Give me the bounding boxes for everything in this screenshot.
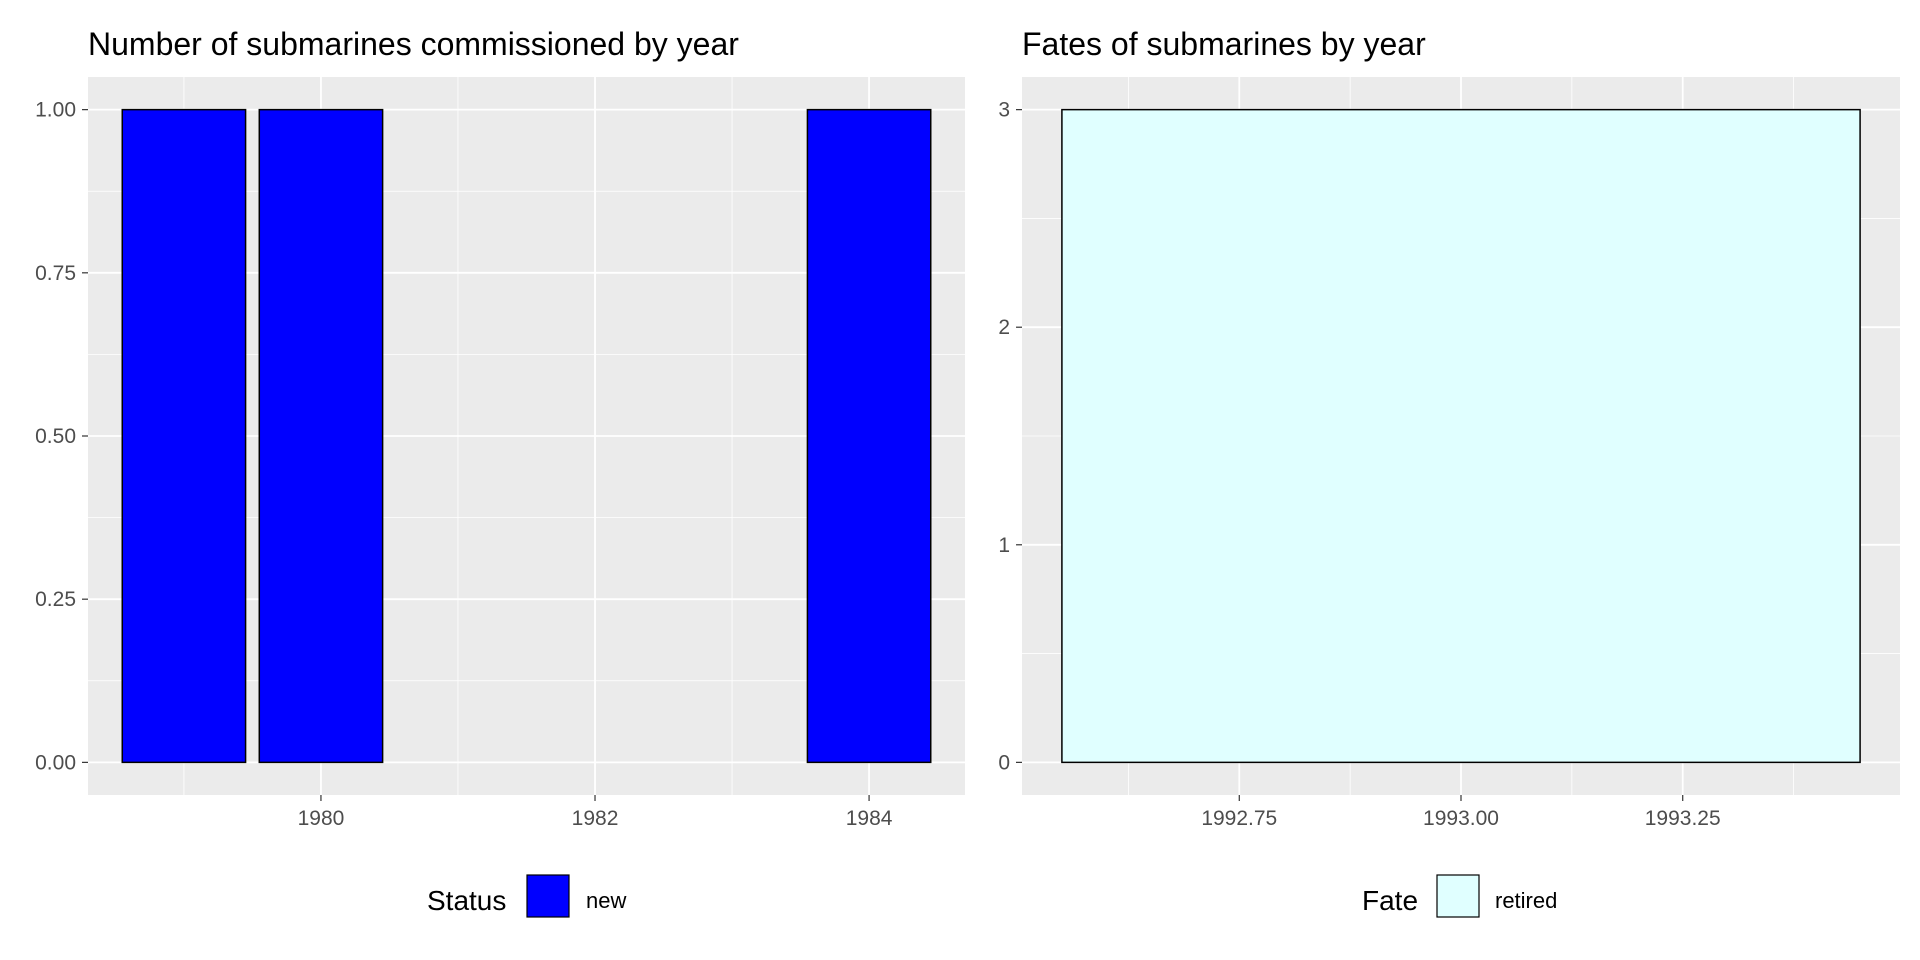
plot-area: 0.00 0.25 0.50 0.75 1.00 1980 1982 1984 — [35, 77, 965, 830]
legend-label: new — [586, 888, 626, 913]
y-tick-label: 1.00 — [35, 99, 76, 122]
legend-label: retired — [1495, 888, 1557, 913]
x-tick-label: 1982 — [572, 807, 619, 830]
status-legend: Status new — [427, 874, 626, 918]
y-tick-label: 3 — [998, 99, 1010, 122]
plot-area: 0 1 2 3 1992.75 1993.00 1993.25 — [998, 77, 1900, 830]
chart-title: Fates of submarines by year — [1022, 26, 1426, 62]
y-tick-label: 0.25 — [35, 588, 76, 611]
fates-chart: 0 1 2 3 1992.75 1993.00 1993.25 Fates of subma… — [998, 26, 1900, 918]
bar — [258, 108, 384, 764]
y-tick-label: 0 — [998, 751, 1010, 774]
legend-title: Fate — [1362, 885, 1418, 916]
x-tick-label: 1980 — [298, 807, 345, 830]
legend-key-new — [526, 874, 570, 918]
bar — [1061, 108, 1861, 764]
x-tick-label: 1992.75 — [1201, 807, 1277, 830]
legend-title: Status — [427, 885, 506, 916]
x-tick-label: 1993.25 — [1645, 807, 1721, 830]
y-tick-label: 0.00 — [35, 751, 76, 774]
bar — [806, 108, 932, 764]
x-tick-label: 1993.00 — [1423, 807, 1499, 830]
y-tick-label: 1 — [998, 534, 1010, 557]
bar — [121, 108, 247, 764]
x-tick-label: 1984 — [846, 807, 893, 830]
legend-key-retired — [1436, 874, 1480, 918]
fate-legend: Fate retired — [1362, 874, 1557, 918]
y-tick-label: 0.75 — [35, 262, 76, 285]
commissioned-chart: 0.00 0.25 0.50 0.75 1.00 1980 1982 1984 Number … — [35, 26, 965, 918]
y-tick-label: 0.50 — [35, 425, 76, 448]
y-tick-label: 2 — [998, 316, 1010, 339]
chart-title: Number of submarines commissioned by yea… — [88, 26, 739, 62]
